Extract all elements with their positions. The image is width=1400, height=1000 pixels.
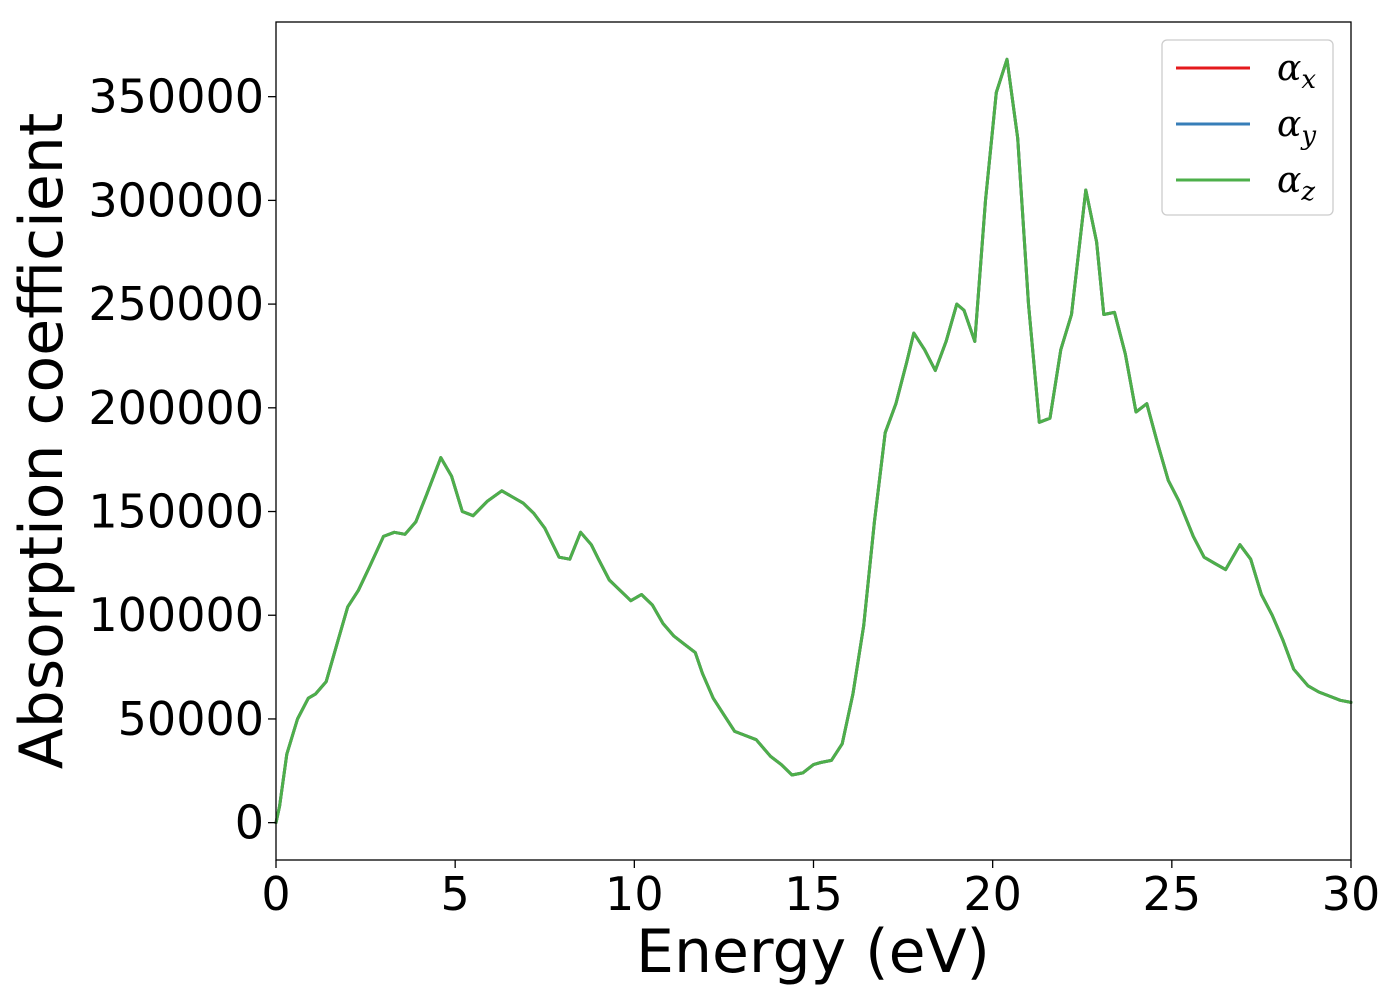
y-tick-label: 50000 [118,692,264,746]
y-axis-label: Absorption coefficient [7,113,77,770]
y-tick-label: 0 [235,796,264,850]
legend: αx αy αz [1161,39,1334,216]
legend-box [1161,39,1334,216]
x-tick-label: 0 [261,867,290,921]
legend-entry-y: αy [1277,104,1316,151]
legend-entry-z: αz [1277,160,1315,207]
legend-entry-x: αx [1277,48,1316,95]
x-axis: 0 5 10 15 20 25 30 [261,860,1380,921]
y-tick-label: 250000 [88,277,264,331]
x-tick-label: 10 [605,867,664,921]
series-line-z [274,57,1353,825]
x-tick-label: 5 [441,867,470,921]
y-tick-label: 100000 [88,588,264,642]
y-tick-label: 350000 [88,70,264,124]
x-tick-label: 25 [1143,867,1202,921]
y-tick-label: 150000 [88,485,264,539]
series-lines [274,57,1353,825]
x-tick-label: 15 [784,867,843,921]
x-tick-label: 30 [1322,867,1381,921]
y-tick-label: 200000 [88,381,264,435]
y-tick-label: 300000 [88,173,264,227]
x-axis-label: Energy (eV) [636,917,990,987]
x-tick-label: 20 [963,867,1022,921]
y-axis: 0 50000 100000 150000 200000 250000 300000 3500… [88,70,276,850]
